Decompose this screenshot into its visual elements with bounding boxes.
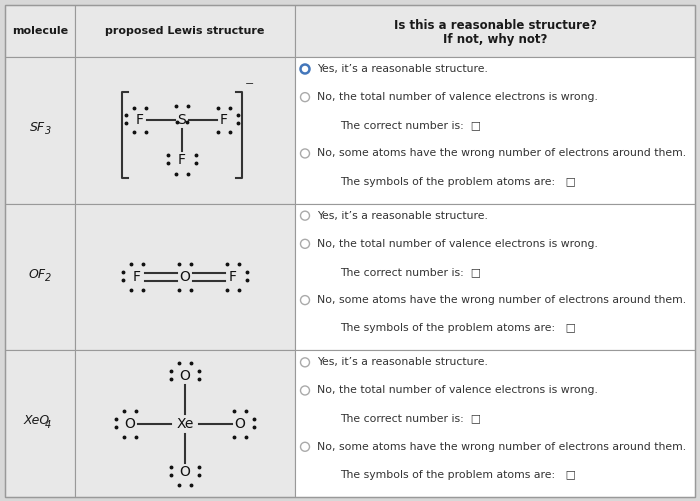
Text: If not, why not?: If not, why not? — [443, 33, 547, 46]
Bar — [295, 5, 695, 57]
Text: −: − — [245, 79, 254, 89]
Bar — [5, 350, 75, 497]
Text: O: O — [125, 417, 135, 431]
Text: F: F — [229, 270, 237, 284]
Text: The correct number is:  □: The correct number is: □ — [340, 120, 481, 130]
Text: No, some atoms have the wrong number of electrons around them.: No, some atoms have the wrong number of … — [317, 295, 686, 305]
Text: OF: OF — [29, 268, 46, 281]
Text: No, the total number of valence electrons is wrong.: No, the total number of valence electron… — [317, 92, 598, 102]
Text: 2: 2 — [45, 273, 51, 283]
Bar — [5, 5, 75, 57]
Text: proposed Lewis structure: proposed Lewis structure — [105, 26, 265, 36]
Text: Is this a reasonable structure?: Is this a reasonable structure? — [393, 19, 596, 32]
Bar — [295, 204, 695, 350]
Text: Yes, it’s a reasonable structure.: Yes, it’s a reasonable structure. — [317, 357, 488, 367]
Text: S: S — [178, 113, 186, 127]
Bar — [75, 57, 295, 204]
Text: The symbols of the problem atoms are:   □: The symbols of the problem atoms are: □ — [340, 470, 576, 480]
Text: molecule: molecule — [12, 26, 68, 36]
Text: SF: SF — [29, 121, 45, 134]
Text: O: O — [180, 369, 190, 383]
Text: 3: 3 — [45, 126, 51, 136]
Bar — [75, 5, 295, 57]
Bar — [75, 350, 295, 497]
Bar — [295, 350, 695, 497]
Text: 4: 4 — [45, 420, 51, 430]
Text: F: F — [178, 153, 186, 167]
Text: The correct number is:  □: The correct number is: □ — [340, 414, 481, 424]
Text: F: F — [136, 113, 144, 127]
Text: Yes, it’s a reasonable structure.: Yes, it’s a reasonable structure. — [317, 210, 488, 220]
Text: O: O — [180, 270, 190, 284]
Bar — [5, 204, 75, 350]
Bar — [295, 57, 695, 204]
Text: XeO: XeO — [24, 414, 50, 427]
Text: The correct number is:  □: The correct number is: □ — [340, 267, 481, 277]
Text: Xe: Xe — [176, 417, 194, 431]
Text: The symbols of the problem atoms are:   □: The symbols of the problem atoms are: □ — [340, 323, 576, 333]
Text: No, some atoms have the wrong number of electrons around them.: No, some atoms have the wrong number of … — [317, 148, 686, 158]
Text: O: O — [180, 464, 190, 478]
Text: O: O — [234, 417, 246, 431]
Text: F: F — [220, 113, 228, 127]
Text: The symbols of the problem atoms are:   □: The symbols of the problem atoms are: □ — [340, 176, 576, 186]
Text: No, the total number of valence electrons is wrong.: No, the total number of valence electron… — [317, 239, 598, 249]
Text: F: F — [133, 270, 141, 284]
Text: No, some atoms have the wrong number of electrons around them.: No, some atoms have the wrong number of … — [317, 442, 686, 452]
Text: No, the total number of valence electrons is wrong.: No, the total number of valence electron… — [317, 385, 598, 395]
Bar — [5, 57, 75, 204]
Bar — [75, 204, 295, 350]
Text: Yes, it’s a reasonable structure.: Yes, it’s a reasonable structure. — [317, 64, 488, 74]
